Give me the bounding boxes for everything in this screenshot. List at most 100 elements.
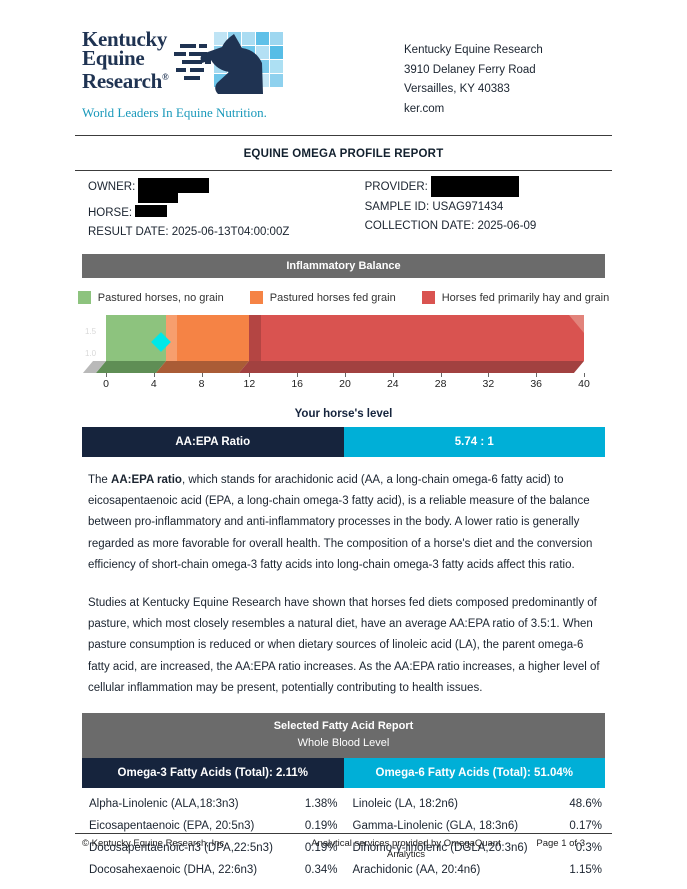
legend-item-orange: Pastured horses fed grain	[249, 291, 396, 304]
footer-services: Analytical services provided by OmegaQua…	[311, 838, 501, 860]
table-row: Gamma-Linolenic (GLA, 18:3n6) 0.17%	[344, 815, 606, 837]
table-row: Docosahexaenoic (DHA, 22:6n3) 0.34%	[82, 859, 344, 881]
x-tick: 36	[530, 378, 543, 390]
footer-divider	[75, 833, 612, 834]
x-tick: 8	[198, 378, 205, 390]
fatty-acid-value: 1.38%	[304, 798, 338, 811]
address-line: Kentucky Equine Research	[404, 44, 543, 56]
x-tick: 16	[291, 378, 304, 390]
result-date-line: RESULT DATE: 2025-06-13T04:00:00Z	[88, 223, 365, 241]
address-line: 3910 Delaney Ferry Road	[404, 63, 536, 76]
logo-line-1: Kentucky	[82, 27, 168, 51]
fatty-acid-name: Dihomo-γ-linolenic (DGLA,20:3n6)	[352, 842, 528, 855]
orange-swatch-icon	[249, 291, 263, 304]
aa-epa-ratio-value: 5.74 : 1	[343, 427, 605, 457]
report-title: EQUINE OMEGA PROFILE REPORT	[243, 148, 444, 160]
fatty-acid-report-header: Selected Fatty Acid Report Whole Blood L…	[82, 713, 605, 759]
green-swatch-icon	[77, 291, 91, 304]
collection-date-line: COLLECTION DATE: 2025-06-09	[365, 217, 605, 235]
horse-label: HORSE:	[88, 207, 133, 219]
fatty-acid-name: Eicosapentaenoic (EPA, 20:5n3)	[89, 820, 255, 833]
title-divider	[75, 170, 612, 171]
table-row: Linoleic (LA, 18:2n6) 48.6%	[344, 793, 606, 815]
logo-line-2: Equine	[82, 46, 145, 70]
fatty-acid-table: Alpha-Linolenic (ALA,18:3n3) 1.38% Eicos…	[82, 793, 605, 881]
fatty-acid-value: 1.15%	[569, 864, 602, 877]
omega3-total: Omega-3 Fatty Acids (Total): 2.11%	[82, 758, 344, 789]
x-axis: 0 4 8 12 16 20 24 28 32 36 40	[103, 373, 590, 393]
x-tick: 32	[482, 378, 495, 390]
fatty-acid-name: Linoleic (LA, 18:2n6)	[352, 798, 458, 811]
owner-redacted-value	[138, 178, 210, 203]
sample-id-value: USAG971434	[432, 201, 504, 213]
table-row: Alpha-Linolenic (ALA,18:3n3) 1.38%	[82, 793, 344, 815]
omega6-total: Omega-6 Fatty Acids (Total): 51.04%	[343, 758, 605, 789]
x-tick: 24	[386, 378, 399, 390]
horse-line: HORSE:	[88, 204, 365, 222]
collection-date-label: COLLECTION DATE:	[364, 220, 475, 232]
table-row: Dihomo-γ-linolenic (DGLA,20:3n6) 0.3%	[344, 837, 606, 859]
table-row: Eicosapentaenoic (EPA, 20:5n3) 0.19%	[82, 815, 344, 837]
legend-label: Horses fed primarily hay and grain	[441, 291, 610, 304]
inflammatory-balance-chart: 1.5 1.0 0 4 8 12 16 20 24	[82, 315, 590, 393]
x-tick: 4	[150, 378, 157, 390]
aa-epa-ratio-row: AA:EPA Ratio 5.74 : 1	[82, 427, 605, 457]
owner-label: OWNER:	[88, 181, 136, 193]
fatty-acid-totals-row: Omega-3 Fatty Acids (Total): 2.11% Omega…	[82, 758, 605, 789]
sample-info-block: OWNER: HORSE: RESULT DATE: 2025-06-13T04…	[75, 176, 612, 242]
fatty-acid-value: 0.3%	[575, 842, 602, 855]
provider-label: PROVIDER:	[364, 181, 428, 193]
page-header: Kentucky Equine Research®	[75, 0, 612, 121]
x-tick: 20	[339, 378, 351, 390]
faint-axis-marks: 1.5 1.0	[85, 327, 97, 358]
header-divider	[75, 135, 612, 136]
fatty-acid-name: Alpha-Linolenic (ALA,18:3n3)	[89, 798, 239, 811]
legend-label: Pastured horses, no grain	[97, 291, 224, 304]
provider-redacted-value	[431, 176, 520, 197]
fatty-acid-value: 0.19%	[304, 842, 338, 855]
whole-blood-level-subtitle: Whole Blood Level	[297, 736, 390, 749]
x-tick: 28	[434, 378, 447, 390]
table-row: Docosapentaenoic-n3 (DPA,22:5n3) 0.19%	[82, 837, 344, 859]
page-footer: © Kentucky Equine Research, Inc. Analyti…	[82, 838, 605, 860]
collection-date-value: 2025-06-09	[477, 220, 537, 232]
x-tick: 40	[578, 378, 590, 390]
aa-epa-paragraph-1: The AA:EPA ratio, which stands for arach…	[88, 474, 593, 571]
bar-segment-pastured-fed-grain	[165, 315, 250, 361]
fatty-acid-name: Gamma-Linolenic (GLA, 18:3n6)	[352, 820, 519, 833]
address-website: ker.com	[404, 102, 445, 115]
omega6-column: Linoleic (LA, 18:2n6) 48.6% Gamma-Linole…	[344, 793, 606, 881]
inflammatory-balance-header: Inflammatory Balance	[82, 254, 605, 278]
horse-level-caption: Your horse's level	[294, 408, 393, 420]
owner-line: OWNER:	[88, 178, 365, 203]
fatty-acid-value: 0.19%	[304, 820, 338, 833]
bar-segment-hay-and-grain	[249, 315, 584, 361]
ker-logo-wordmark: Kentucky Equine Research®	[82, 27, 169, 93]
provider-line: PROVIDER:	[364, 176, 605, 197]
x-tick: 12	[243, 378, 256, 390]
stacked-bar	[106, 315, 584, 361]
table-row: Arachidonic (AA, 20:4n6) 1.15%	[344, 859, 606, 881]
aa-epa-bold: AA:EPA ratio	[111, 474, 182, 486]
fatty-acid-value: 48.6%	[569, 798, 602, 811]
horse-redacted-value	[135, 205, 168, 217]
aa-epa-paragraph-2: Studies at Kentucky Equine Research have…	[88, 597, 600, 694]
company-address: Kentucky Equine Research 3910 Delaney Fe…	[404, 30, 612, 121]
fatty-acid-name: Arachidonic (AA, 20:4n6)	[352, 864, 481, 877]
logo-line-3: Research®	[82, 69, 169, 93]
legend-item-green: Pastured horses, no grain	[77, 291, 224, 304]
result-date-value: 2025-06-13T04:00:00Z	[171, 226, 290, 238]
legend-label: Pastured horses fed grain	[269, 291, 396, 304]
x-tick: 0	[103, 378, 109, 390]
registered-mark: ®	[162, 72, 169, 82]
result-date-label: RESULT DATE:	[88, 226, 169, 238]
chart-legend: Pastured horses, no grain Pastured horse…	[75, 291, 612, 304]
omega3-column: Alpha-Linolenic (ALA,18:3n3) 1.38% Eicos…	[82, 793, 344, 881]
address-line: Versailles, KY 40383	[404, 83, 510, 95]
aa-epa-ratio-label: AA:EPA Ratio	[82, 427, 344, 457]
fatty-acid-name: Docosapentaenoic-n3 (DPA,22:5n3)	[89, 842, 273, 855]
fatty-acid-report-title: Selected Fatty Acid Report	[273, 720, 414, 733]
ker-logo: Kentucky Equine Research®	[75, 27, 284, 121]
red-swatch-icon	[421, 291, 435, 304]
